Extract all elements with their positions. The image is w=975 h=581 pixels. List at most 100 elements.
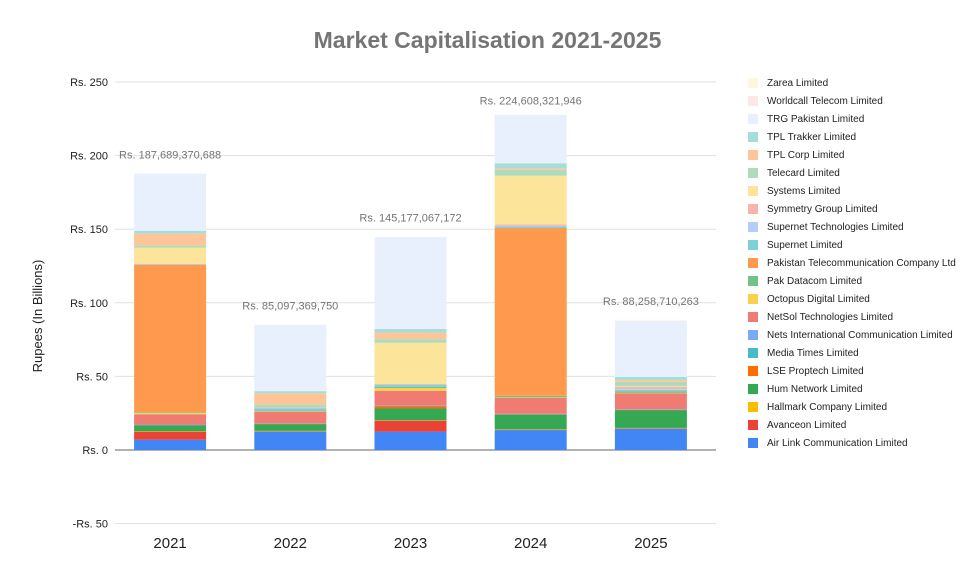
bar-segment (614, 386, 687, 390)
bar-segment (494, 414, 567, 415)
bar-segment (254, 407, 327, 409)
bar-segment (134, 230, 207, 234)
bar-segment (374, 408, 447, 421)
bar-stack-2022 (254, 324, 327, 450)
legend-item[interactable]: Supernet Limited (748, 236, 956, 254)
legend-item[interactable]: Avanceon Limited (748, 416, 956, 434)
legend-item[interactable]: Air Link Communication Limited (748, 434, 956, 452)
bar-segment (254, 431, 327, 432)
bar-segment (614, 389, 687, 392)
legend-swatch (748, 114, 758, 124)
legend-swatch (748, 222, 758, 232)
bar-segment (614, 409, 687, 411)
bar-segment (374, 342, 447, 385)
legend-label: Supernet Technologies Limited (767, 221, 904, 233)
legend-item[interactable]: TRG Pakistan Limited (748, 110, 956, 128)
legend-swatch (748, 96, 758, 106)
bars (134, 114, 687, 450)
legend-label: Pak Datacom Limited (767, 275, 863, 287)
bar-segment (494, 413, 567, 415)
legend-item[interactable]: Nets International Communication Limited (748, 326, 956, 344)
legend-item[interactable]: Pakistan Telecommunication Company Ltd (748, 254, 956, 272)
bar-segment (494, 395, 567, 398)
y-axis-title: Rupees (In Billions) (30, 260, 45, 373)
legend-swatch (748, 402, 758, 412)
legend-label: Symmetry Group Limited (767, 203, 878, 215)
bar-segment (494, 414, 567, 415)
bar-segment (614, 409, 687, 411)
legend: Zarea Limited Worldcall Telecom Limited TR… (748, 74, 956, 452)
legend-item[interactable]: NetSol Technologies Limited (748, 308, 956, 326)
legend-item[interactable]: Zarea Limited (748, 74, 956, 92)
bar-segment (494, 114, 567, 164)
x-tick-label: 2024 (514, 535, 547, 552)
bar-segment (134, 264, 207, 265)
legend-item[interactable]: TPL Trakker Limited (748, 128, 956, 146)
bar-segment (374, 406, 447, 409)
legend-item[interactable]: Media Times Limited (748, 344, 956, 362)
legend-item[interactable]: Hum Network Limited (748, 380, 956, 398)
y-tick-label: Rs. 50 (76, 371, 108, 383)
bar-stack-2021 (134, 173, 207, 450)
legend-item[interactable]: Pak Datacom Limited (748, 272, 956, 290)
legend-label: TPL Trakker Limited (767, 131, 857, 143)
bar-segment (134, 439, 207, 450)
legend-item[interactable]: Symmetry Group Limited (748, 200, 956, 218)
legend-item[interactable]: Hallmark Company Limited (748, 398, 956, 416)
bar-segment (614, 386, 687, 387)
bar-segment (134, 431, 207, 440)
x-tick-label: 2025 (634, 535, 667, 552)
legend-item[interactable]: Telecard Limited (748, 164, 956, 182)
bar-segment (134, 247, 207, 264)
legend-item[interactable]: Supernet Technologies Limited (748, 218, 956, 236)
y-tick-label: Rs. 200 (70, 151, 108, 163)
bar-segment (254, 391, 327, 394)
bar-segment (374, 390, 447, 406)
legend-label: Octopus Digital Limited (767, 293, 870, 305)
legend-label: TPL Corp Limited (767, 149, 845, 161)
bar-segment (254, 431, 327, 450)
legend-swatch (748, 150, 758, 160)
bar-segment (374, 405, 447, 407)
bar-segment (254, 408, 327, 411)
bar-segment (134, 412, 207, 415)
y-tick-label: Rs. 100 (70, 298, 108, 310)
legend-swatch (748, 294, 758, 304)
legend-label: Supernet Limited (767, 239, 843, 251)
legend-item[interactable]: TPL Corp Limited (748, 146, 956, 164)
legend-swatch (748, 186, 758, 196)
legend-item[interactable]: LSE Proptech Limited (748, 362, 956, 380)
legend-label: Systems Limited (767, 185, 841, 197)
bar-segment (614, 428, 687, 429)
bar-segment (614, 393, 687, 410)
bar-segment (134, 264, 207, 265)
legend-swatch (748, 348, 758, 358)
bar-segment (254, 404, 327, 408)
bar-segment (374, 431, 447, 450)
legend-item[interactable]: Octopus Digital Limited (748, 290, 956, 308)
bar-segment (614, 427, 687, 429)
legend-label: Telecard Limited (767, 167, 840, 179)
legend-item[interactable]: Worldcall Telecom Limited (748, 92, 956, 110)
legend-label: Worldcall Telecom Limited (767, 95, 883, 107)
legend-item[interactable]: Systems Limited (748, 182, 956, 200)
bar-segment (134, 414, 207, 425)
bar-segment (134, 431, 207, 432)
legend-swatch (748, 312, 758, 322)
legend-swatch (748, 258, 758, 268)
bar-segment (134, 264, 207, 413)
bar-segment (494, 168, 567, 170)
legend-swatch (748, 78, 758, 88)
bar-segment (134, 425, 207, 432)
bar-segment (374, 384, 447, 387)
bar-segment (494, 414, 567, 430)
legend-swatch (748, 276, 758, 286)
bar-segment (254, 393, 327, 405)
y-tick-label: -Rs. 50 (73, 519, 108, 531)
bar-segment (374, 339, 447, 343)
legend-swatch (748, 330, 758, 340)
bar-segment (614, 391, 687, 393)
bar-segment (134, 425, 207, 426)
x-tick-label: 2022 (274, 535, 307, 552)
